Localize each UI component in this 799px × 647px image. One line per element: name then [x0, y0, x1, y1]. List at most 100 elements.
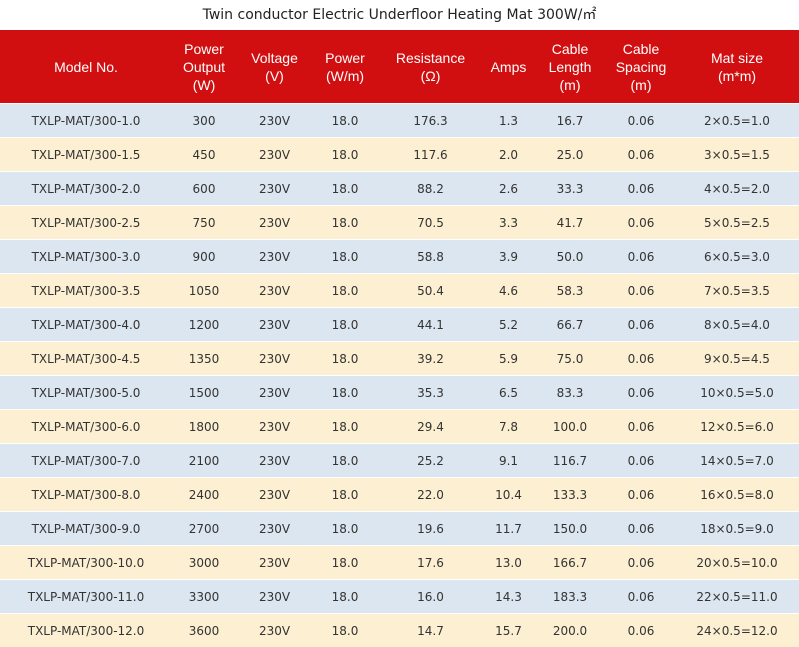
- cell-voltage: 230V: [236, 410, 313, 444]
- cell-power-output: 450: [172, 138, 236, 172]
- cell-resistance: 19.6: [377, 512, 484, 546]
- cell-power-per-m: 18.0: [313, 512, 377, 546]
- cell-cable-spacing: 0.06: [607, 138, 675, 172]
- column-header-line: Amps: [486, 58, 531, 76]
- cell-mat-size: 12×0.5=6.0: [675, 410, 799, 444]
- cell-cable-spacing: 0.06: [607, 172, 675, 206]
- cell-power-per-m: 18.0: [313, 478, 377, 512]
- cell-resistance: 39.2: [377, 342, 484, 376]
- column-header-line: Power: [174, 40, 234, 58]
- cell-model-no: TXLP-MAT/300-8.0: [0, 478, 172, 512]
- cell-mat-size: 18×0.5=9.0: [675, 512, 799, 546]
- cell-amps: 13.0: [484, 546, 533, 580]
- cell-cable-spacing: 0.06: [607, 240, 675, 274]
- cell-mat-size: 2×0.5=1.0: [675, 104, 799, 138]
- cell-cable-length: 183.3: [533, 580, 607, 614]
- cell-mat-size: 3×0.5=1.5: [675, 138, 799, 172]
- cell-mat-size: 9×0.5=4.5: [675, 342, 799, 376]
- cell-mat-size: 22×0.5=11.0: [675, 580, 799, 614]
- column-header-line: Cable: [535, 40, 605, 58]
- cell-voltage: 230V: [236, 444, 313, 478]
- cell-model-no: TXLP-MAT/300-7.0: [0, 444, 172, 478]
- cell-power-per-m: 18.0: [313, 580, 377, 614]
- cell-cable-spacing: 0.06: [607, 580, 675, 614]
- cell-model-no: TXLP-MAT/300-1.0: [0, 104, 172, 138]
- cell-resistance: 50.4: [377, 274, 484, 308]
- cell-amps: 14.3: [484, 580, 533, 614]
- cell-model-no: TXLP-MAT/300-2.5: [0, 206, 172, 240]
- cell-cable-length: 75.0: [533, 342, 607, 376]
- cell-voltage: 230V: [236, 376, 313, 410]
- cell-power-output: 3300: [172, 580, 236, 614]
- cell-voltage: 230V: [236, 308, 313, 342]
- cell-model-no: TXLP-MAT/300-4.5: [0, 342, 172, 376]
- column-header-line: Voltage: [238, 49, 311, 67]
- cell-resistance: 22.0: [377, 478, 484, 512]
- column-header-line: Cable: [609, 40, 673, 58]
- cell-cable-length: 83.3: [533, 376, 607, 410]
- cell-power-output: 1350: [172, 342, 236, 376]
- cell-model-no: TXLP-MAT/300-1.5: [0, 138, 172, 172]
- cell-amps: 2.0: [484, 138, 533, 172]
- cell-cable-length: 100.0: [533, 410, 607, 444]
- cell-power-per-m: 18.0: [313, 376, 377, 410]
- cell-amps: 1.3: [484, 104, 533, 138]
- cell-resistance: 35.3: [377, 376, 484, 410]
- column-header-model-no: Model No.: [0, 30, 172, 104]
- cell-model-no: TXLP-MAT/300-12.0: [0, 614, 172, 647]
- cell-voltage: 230V: [236, 240, 313, 274]
- cell-model-no: TXLP-MAT/300-3.0: [0, 240, 172, 274]
- cell-model-no: TXLP-MAT/300-5.0: [0, 376, 172, 410]
- column-header-amps: Amps: [484, 30, 533, 104]
- cell-mat-size: 5×0.5=2.5: [675, 206, 799, 240]
- cell-resistance: 17.6: [377, 546, 484, 580]
- cell-cable-spacing: 0.06: [607, 206, 675, 240]
- cell-cable-spacing: 0.06: [607, 274, 675, 308]
- cell-power-per-m: 18.0: [313, 342, 377, 376]
- cell-power-per-m: 18.0: [313, 172, 377, 206]
- cell-amps: 10.4: [484, 478, 533, 512]
- cell-voltage: 230V: [236, 546, 313, 580]
- cell-power-per-m: 18.0: [313, 614, 377, 647]
- cell-resistance: 29.4: [377, 410, 484, 444]
- cell-cable-spacing: 0.06: [607, 308, 675, 342]
- cell-mat-size: 7×0.5=3.5: [675, 274, 799, 308]
- cell-cable-length: 200.0: [533, 614, 607, 647]
- cell-cable-length: 41.7: [533, 206, 607, 240]
- cell-cable-spacing: 0.06: [607, 342, 675, 376]
- cell-power-per-m: 18.0: [313, 546, 377, 580]
- cell-mat-size: 6×0.5=3.0: [675, 240, 799, 274]
- cell-cable-spacing: 0.06: [607, 478, 675, 512]
- column-header-resistance: Resistance(Ω): [377, 30, 484, 104]
- cell-power-output: 2100: [172, 444, 236, 478]
- column-header-line: (W/m): [315, 67, 375, 85]
- cell-cable-length: 58.3: [533, 274, 607, 308]
- cell-voltage: 230V: [236, 512, 313, 546]
- cell-mat-size: 20×0.5=10.0: [675, 546, 799, 580]
- cell-power-output: 1200: [172, 308, 236, 342]
- column-header-line: Resistance: [379, 49, 482, 67]
- cell-resistance: 14.7: [377, 614, 484, 647]
- cell-power-output: 2700: [172, 512, 236, 546]
- cell-cable-spacing: 0.06: [607, 104, 675, 138]
- column-header-line: Length: [535, 58, 605, 76]
- cell-resistance: 58.8: [377, 240, 484, 274]
- cell-amps: 4.6: [484, 274, 533, 308]
- cell-resistance: 25.2: [377, 444, 484, 478]
- cell-power-per-m: 18.0: [313, 410, 377, 444]
- cell-mat-size: 16×0.5=8.0: [675, 478, 799, 512]
- column-header-line: (Ω): [379, 67, 482, 85]
- cell-voltage: 230V: [236, 274, 313, 308]
- cell-power-output: 300: [172, 104, 236, 138]
- cell-voltage: 230V: [236, 580, 313, 614]
- cell-power-output: 750: [172, 206, 236, 240]
